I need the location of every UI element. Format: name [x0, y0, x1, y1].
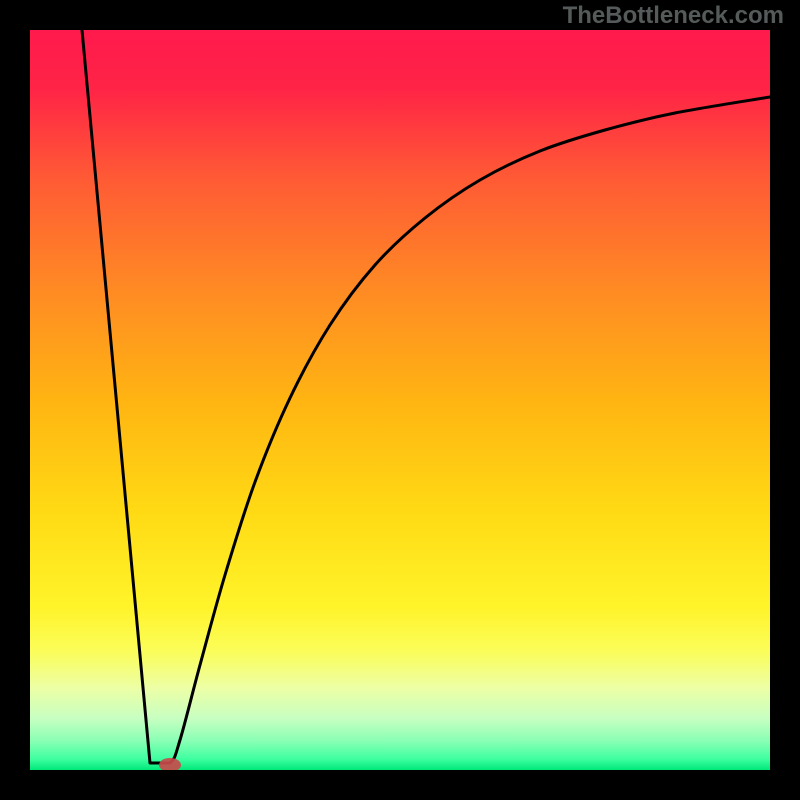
curve-path [82, 30, 770, 763]
frame-border-bottom [0, 770, 800, 800]
plot-area [30, 30, 770, 770]
chart-container: TheBottleneck.com [0, 0, 800, 800]
frame-border-left [0, 0, 30, 800]
watermark-text: TheBottleneck.com [563, 2, 784, 30]
frame-border-right [770, 0, 800, 800]
bottleneck-curve [30, 30, 770, 770]
